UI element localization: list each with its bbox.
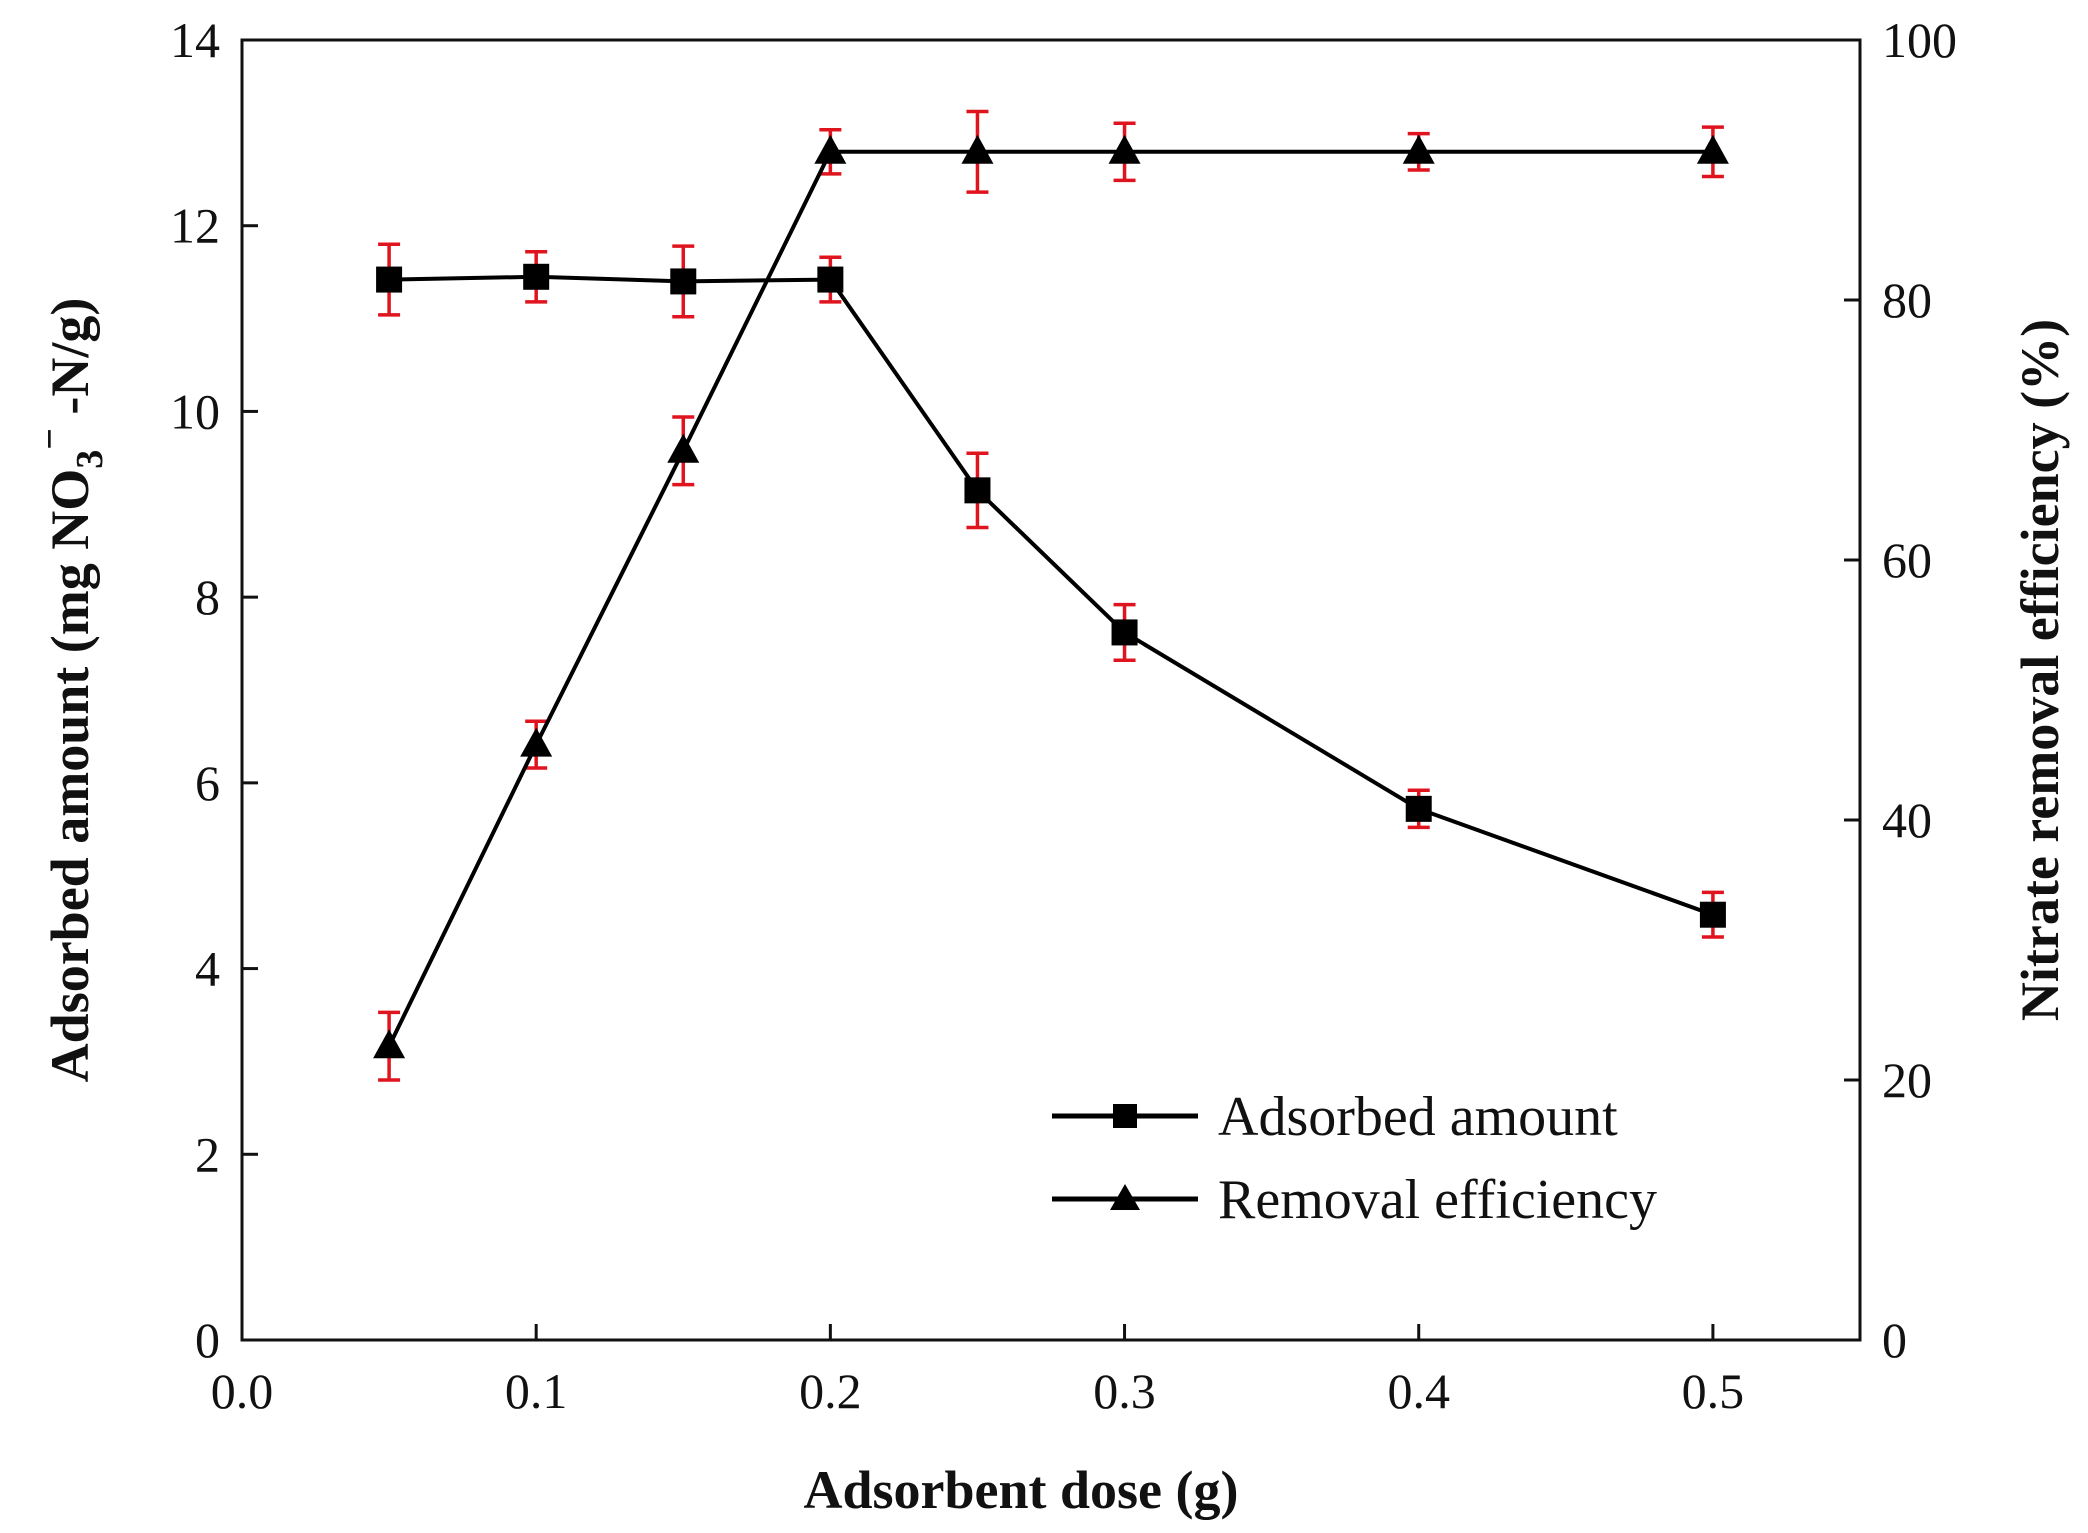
y-right-axis-title: Nitrate removal efficiency (%) bbox=[2010, 319, 2070, 1021]
legend-marker-triangle bbox=[1110, 1184, 1140, 1210]
legend-label-adsorbed: Adsorbed amount bbox=[1218, 1086, 1618, 1148]
y-left-tick-label: 8 bbox=[195, 569, 220, 625]
point-removal bbox=[961, 134, 994, 164]
point-removal bbox=[814, 134, 847, 164]
point-adsorbed bbox=[1699, 901, 1726, 928]
x-tick-label: 0.2 bbox=[799, 1363, 862, 1419]
y-left-tick-label: 0 bbox=[195, 1312, 220, 1368]
point-removal bbox=[520, 727, 553, 757]
x-tick-label: 0.1 bbox=[505, 1363, 568, 1419]
y-right-tick-label: 40 bbox=[1882, 792, 1932, 848]
axis-ticks: 0.0 0.1 0.2 0.3 0.4 0.5 0 2 4 6 8 10 12 14 0 20 40 60 80 10… bbox=[170, 12, 1957, 1419]
legend: Adsorbed amount Removal efficiency bbox=[1052, 1086, 1657, 1231]
point-removal bbox=[1108, 134, 1141, 164]
point-removal bbox=[667, 433, 700, 463]
y-right-tick-label: 80 bbox=[1882, 272, 1932, 328]
y-left-tick-label: 6 bbox=[195, 755, 220, 811]
x-tick-label: 0.4 bbox=[1387, 1363, 1450, 1419]
y-left-tick-label: 12 bbox=[170, 198, 220, 254]
series-lines bbox=[387, 149, 1714, 1048]
plot-frame bbox=[240, 38, 1862, 1342]
point-adsorbed bbox=[670, 268, 697, 295]
point-adsorbed bbox=[376, 266, 403, 293]
x-axis-title: Adsorbent dose (g) bbox=[803, 1460, 1238, 1520]
legend-label-removal: Removal efficiency bbox=[1218, 1169, 1657, 1231]
point-removal bbox=[1696, 134, 1729, 164]
y-right-tick-label: 60 bbox=[1882, 532, 1932, 588]
point-adsorbed bbox=[523, 263, 550, 290]
legend-marker-square bbox=[1113, 1104, 1137, 1128]
error-bars bbox=[378, 109, 1724, 1082]
y-left-tick-label: 2 bbox=[195, 1126, 220, 1182]
y-right-tick-label: 100 bbox=[1882, 12, 1957, 68]
series-line-adsorbed bbox=[389, 274, 1714, 917]
x-tick-label: 0.5 bbox=[1682, 1363, 1745, 1419]
point-adsorbed bbox=[964, 477, 991, 504]
y-left-axis-title: Adsorbed amount (mg NO3− -N/g) bbox=[29, 298, 111, 1083]
point-removal bbox=[373, 1029, 406, 1059]
series-markers bbox=[373, 134, 1729, 1059]
point-adsorbed bbox=[817, 266, 844, 293]
x-tick-label: 0.3 bbox=[1093, 1363, 1156, 1419]
y-left-tick-label: 4 bbox=[195, 941, 220, 997]
y-right-tick-label: 20 bbox=[1882, 1052, 1932, 1108]
y-right-tick-label: 0 bbox=[1882, 1312, 1907, 1368]
point-adsorbed bbox=[1111, 619, 1138, 646]
series-line-removal bbox=[387, 149, 1713, 1048]
y-left-tick-label: 10 bbox=[170, 383, 220, 439]
point-removal bbox=[1402, 134, 1435, 164]
point-adsorbed bbox=[1405, 795, 1432, 822]
x-tick-label: 0.0 bbox=[211, 1363, 274, 1419]
y-left-tick-label: 14 bbox=[170, 12, 220, 68]
